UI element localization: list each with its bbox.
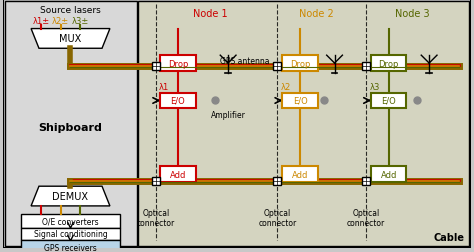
Text: Optical
connector: Optical connector (347, 208, 385, 227)
Text: λ3: λ3 (370, 83, 380, 92)
Text: λ2±: λ2± (52, 17, 69, 26)
FancyBboxPatch shape (152, 178, 160, 185)
Text: O/E converters: O/E converters (42, 216, 99, 225)
FancyBboxPatch shape (3, 0, 471, 248)
FancyBboxPatch shape (283, 93, 318, 109)
Text: Source lasers: Source lasers (40, 6, 101, 15)
FancyBboxPatch shape (160, 93, 196, 109)
FancyBboxPatch shape (371, 167, 407, 182)
FancyBboxPatch shape (371, 93, 407, 109)
Polygon shape (31, 186, 110, 206)
FancyBboxPatch shape (371, 56, 407, 72)
FancyBboxPatch shape (362, 178, 370, 185)
Text: Node 3: Node 3 (395, 9, 430, 19)
Text: E/O: E/O (382, 97, 396, 106)
Text: Add: Add (170, 170, 186, 179)
FancyBboxPatch shape (160, 167, 196, 182)
Text: Drop: Drop (290, 59, 310, 68)
Text: GPS receivers: GPS receivers (44, 243, 97, 252)
Text: λ1: λ1 (159, 83, 169, 92)
FancyBboxPatch shape (138, 2, 468, 246)
Text: Optical
connector: Optical connector (137, 208, 175, 227)
Text: E/O: E/O (292, 97, 308, 106)
Text: Shipboard: Shipboard (38, 122, 102, 133)
Text: DEMUX: DEMUX (53, 191, 89, 201)
FancyBboxPatch shape (21, 228, 120, 240)
Text: λ1±: λ1± (32, 17, 49, 26)
Text: Drop: Drop (379, 59, 399, 68)
FancyBboxPatch shape (152, 63, 160, 71)
FancyBboxPatch shape (283, 167, 318, 182)
FancyBboxPatch shape (273, 63, 282, 71)
FancyBboxPatch shape (21, 240, 120, 252)
Text: Cable: Cable (433, 233, 465, 242)
Text: λ2: λ2 (281, 83, 292, 92)
FancyBboxPatch shape (283, 56, 318, 72)
FancyBboxPatch shape (273, 178, 282, 185)
Text: GPS antenna: GPS antenna (220, 56, 270, 65)
Text: MUX: MUX (59, 34, 82, 44)
Text: Drop: Drop (168, 59, 188, 68)
Text: Add: Add (292, 170, 308, 179)
Text: E/O: E/O (171, 97, 185, 106)
Text: Node 1: Node 1 (193, 9, 228, 19)
Text: Node 2: Node 2 (300, 9, 334, 19)
Text: λ3±: λ3± (72, 17, 89, 26)
Text: Optical
connector: Optical connector (258, 208, 297, 227)
FancyBboxPatch shape (21, 214, 120, 228)
FancyBboxPatch shape (160, 56, 196, 72)
Text: Signal conditioning: Signal conditioning (34, 230, 108, 239)
Text: Add: Add (381, 170, 397, 179)
FancyBboxPatch shape (6, 2, 137, 246)
FancyBboxPatch shape (362, 63, 370, 71)
Polygon shape (31, 29, 110, 49)
Text: Amplifier: Amplifier (211, 110, 246, 119)
